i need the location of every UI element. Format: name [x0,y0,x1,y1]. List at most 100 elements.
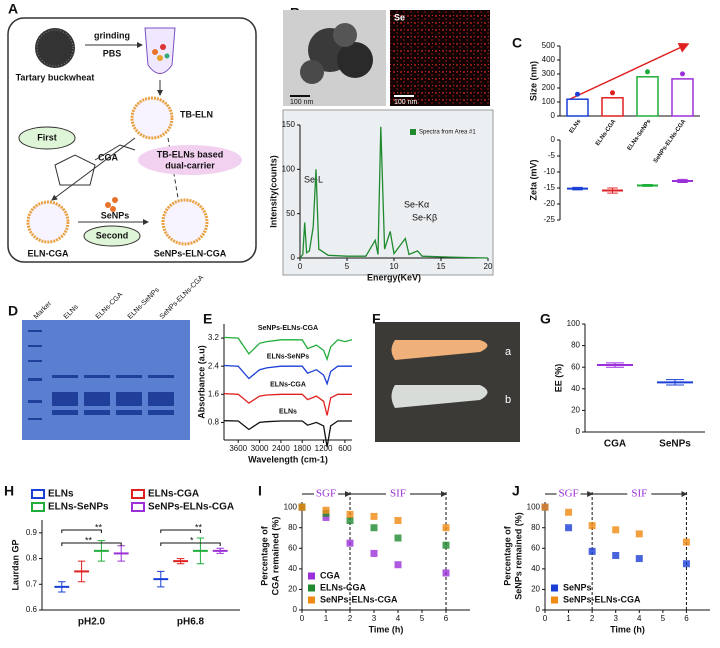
point [370,524,378,532]
lane-label: ELNs-CGA [95,291,125,321]
badge [138,145,242,175]
phase-label: SGF [558,488,578,500]
panel-label: G [540,311,551,327]
x-tick-label: 3000 [251,444,269,453]
gel [22,320,190,440]
error-bar [607,187,618,194]
annotation: ** [85,535,93,545]
se-map [390,10,490,106]
annotation: Se-Kβ [412,212,437,222]
legend-swatch [410,129,416,135]
legend-label: SeNPs-ELNs-CGA [320,594,398,604]
phase-bg [386,488,410,500]
line [223,364,352,386]
tube-b [391,385,488,408]
y-axis-label: Zeta (mV) [528,159,538,200]
y-tick-label: 0 [576,427,581,436]
y-tick-label: 80 [531,523,540,532]
point [370,549,378,557]
label: First [37,132,57,142]
y-tick-label: 60 [571,362,580,371]
y-axis-label: Intensity(counts) [268,155,278,228]
y-tick-label: 500 [542,41,556,50]
x-tick-label: 20 [484,262,493,271]
y-tick-label: 300 [542,69,556,78]
y-tick-label: 100 [542,97,556,106]
scale-label: 100 nm [290,99,314,106]
y-tick-label: 100 [567,319,581,328]
panel-label: F [372,311,381,327]
y-tick-label: 80 [288,523,297,532]
label: Tartary buckwheat [16,72,95,82]
y-tick-label: 0 [551,135,556,144]
bar [566,98,589,117]
point [565,508,573,516]
y-tick-label: 100 [527,502,541,511]
x-tick-label: pH6.8 [177,617,205,628]
point [442,541,450,549]
y-tick-label: -25 [543,215,555,224]
y-tick-label: 2.4 [208,361,220,370]
point [442,524,450,532]
x-tick-label: ELNs-SeNPs [627,118,653,152]
legend-label: ELNs-SeNPs [267,353,310,360]
error-bar [572,186,583,191]
label: ELN-CGA [28,248,69,258]
label: grinding [94,30,130,40]
point [346,517,354,525]
legend-label: ELNs-CGA [320,582,367,592]
phase-label: SIF [390,488,406,500]
panel-label: A [8,1,18,17]
legend-label: SeNPs-ELNs-CGA [258,325,318,332]
error-bar [642,183,653,187]
tube-a [391,340,488,360]
y-tick-label: -15 [543,183,555,192]
y-axis-label: Absorbance (a.u) [196,345,206,419]
legend-swatch [31,489,45,499]
legend-swatch [551,584,558,592]
lane-label: Marker [33,300,54,321]
phase-bg [556,488,581,500]
label: SeNPs [101,210,130,220]
vesicle [26,200,70,244]
legend-swatch [31,502,45,512]
x-tick-label: 5 [661,614,666,623]
line [223,336,353,362]
point [322,513,330,521]
annotation: Se-L [304,174,323,184]
y-tick-label: 0.8 [26,554,38,563]
legend-label: ELNs [279,409,297,416]
spectrum-panel [282,109,494,276]
y-axis-label: Percentage of [502,525,512,586]
y-tick-label: 50 [286,209,295,218]
badge [83,225,141,247]
y-tick-label: 60 [531,543,540,552]
x-tick-label: 600 [338,444,352,453]
x-axis-label: Energy(KeV) [367,272,421,282]
legend-label: SeNPs-ELNs-CGA [148,502,234,513]
point [394,561,402,569]
y-tick-label: 20 [288,585,297,594]
error-bar [216,547,224,554]
y-tick-label: 0 [536,605,541,614]
x-tick-label: 1 [324,614,329,623]
panel-label: C [512,35,522,51]
panel-label: J [512,483,520,499]
annotation: ** [95,522,103,532]
point [682,538,690,546]
bar-top [575,91,580,97]
y-axis-label: EE (%) [553,364,563,393]
tube [144,27,176,74]
x-tick-label: 15 [437,262,446,271]
error-bar [606,362,624,368]
bar-top [680,71,685,77]
trend-arrow [567,43,690,101]
legend-label: SeNPs [563,582,592,592]
legend-label: ELNs-SeNPs [48,502,109,513]
bar-top [610,90,615,96]
legend-label: ELNs-CGA [148,489,199,500]
legend-label: SeNPs-ELNs-CGA [563,594,641,604]
label: Second [96,230,129,240]
legend-swatch [551,596,558,604]
